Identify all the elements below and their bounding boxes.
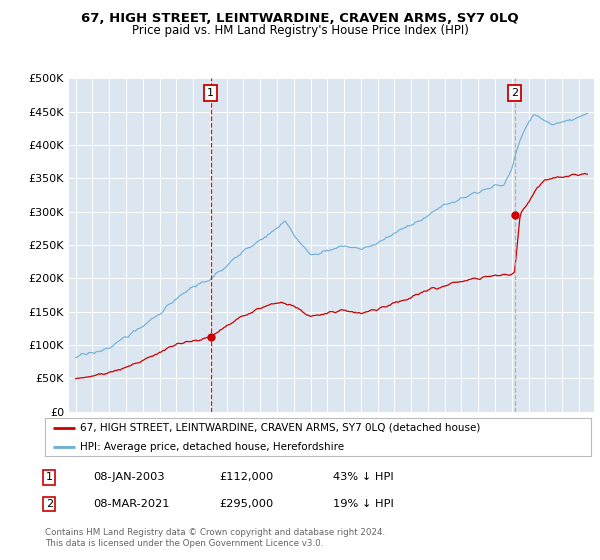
Text: £112,000: £112,000 [219,472,273,482]
Text: 19% ↓ HPI: 19% ↓ HPI [333,499,394,509]
Text: 2: 2 [46,499,53,509]
Text: 43% ↓ HPI: 43% ↓ HPI [333,472,394,482]
Text: HPI: Average price, detached house, Herefordshire: HPI: Average price, detached house, Here… [80,442,344,452]
Text: 1: 1 [46,472,53,482]
Text: 08-MAR-2021: 08-MAR-2021 [93,499,170,509]
Text: £295,000: £295,000 [219,499,273,509]
Text: Price paid vs. HM Land Registry's House Price Index (HPI): Price paid vs. HM Land Registry's House … [131,24,469,37]
Text: 08-JAN-2003: 08-JAN-2003 [93,472,164,482]
Text: 1: 1 [207,88,214,98]
Text: 67, HIGH STREET, LEINTWARDINE, CRAVEN ARMS, SY7 0LQ: 67, HIGH STREET, LEINTWARDINE, CRAVEN AR… [81,12,519,25]
Text: 2: 2 [511,88,518,98]
Text: Contains HM Land Registry data © Crown copyright and database right 2024.
This d: Contains HM Land Registry data © Crown c… [45,528,385,548]
Text: 67, HIGH STREET, LEINTWARDINE, CRAVEN ARMS, SY7 0LQ (detached house): 67, HIGH STREET, LEINTWARDINE, CRAVEN AR… [80,423,481,433]
